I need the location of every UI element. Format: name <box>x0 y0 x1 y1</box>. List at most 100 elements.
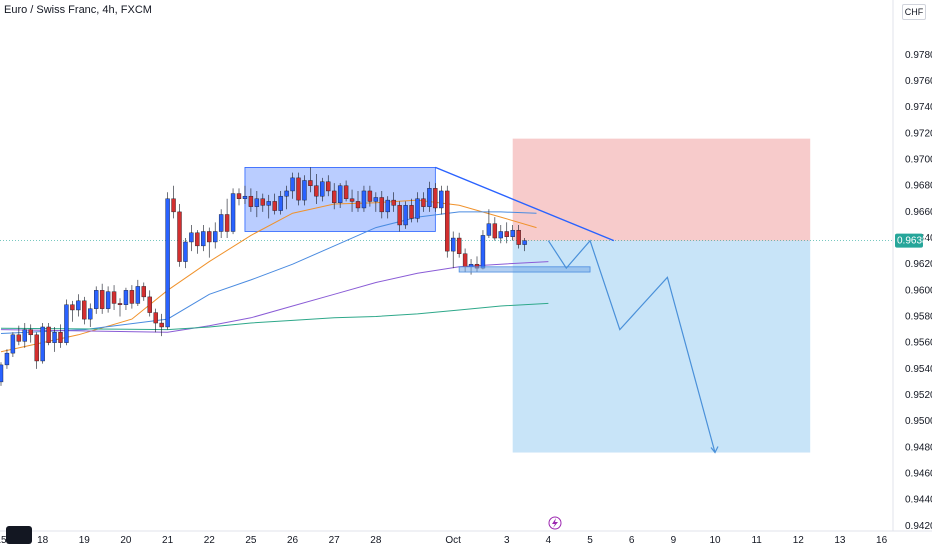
time-tick-label: 13 <box>834 535 846 546</box>
price-tick-label: 0.96200 <box>905 259 932 270</box>
candle-body <box>415 198 420 219</box>
price-tick-label: 0.95200 <box>905 390 932 401</box>
candle-body <box>201 231 206 247</box>
candle-body <box>409 205 414 219</box>
time-tick-label: 28 <box>370 535 382 546</box>
time-tick-label: 10 <box>709 535 721 546</box>
candle-body <box>129 290 135 304</box>
candle-body <box>111 291 117 304</box>
lightning-bolt-icon <box>552 518 558 528</box>
candle-body <box>183 241 188 262</box>
price-tick-label: 0.94800 <box>905 442 932 453</box>
candle-body <box>159 322 164 328</box>
candle-body <box>58 332 63 343</box>
candle-body <box>117 303 123 305</box>
candle-body <box>433 188 438 209</box>
take-profit-zone <box>512 240 811 453</box>
candle-body <box>254 198 260 207</box>
moving-averages-layer <box>0 199 549 353</box>
candle-body <box>308 180 313 186</box>
candle-body <box>46 326 51 343</box>
time-tick-label: Oct <box>445 535 461 546</box>
candle-body <box>165 198 170 328</box>
candle-body <box>105 291 111 309</box>
candle-body <box>343 185 349 199</box>
candle-body <box>337 185 343 203</box>
candle-body <box>320 181 325 197</box>
candle-body <box>189 232 194 243</box>
price-tick-label: 0.97000 <box>905 155 932 166</box>
time-tick-label: 19 <box>79 535 91 546</box>
candle-body <box>177 211 182 262</box>
candle-body <box>34 334 39 362</box>
time-tick-label: 26 <box>287 535 299 546</box>
price-tick-label: 0.97600 <box>905 76 932 87</box>
currency-selector[interactable]: CHF <box>902 4 926 20</box>
candle-body <box>480 235 486 269</box>
candle-body <box>153 312 158 324</box>
candle-body <box>266 201 271 206</box>
price-tick-label: 0.97200 <box>905 128 932 139</box>
time-tick-label: 21 <box>162 535 174 546</box>
descending-trendline <box>435 166 615 242</box>
candle-body <box>403 205 408 226</box>
candle-body <box>0 364 4 383</box>
candle-body <box>516 229 521 245</box>
candles-layer <box>0 167 527 386</box>
zones-layer <box>0 138 893 453</box>
price-tick-label: 0.94400 <box>905 495 932 506</box>
time-tick-label: 27 <box>329 535 341 546</box>
candle-body <box>28 329 33 336</box>
candle-body <box>22 329 27 342</box>
candle-body <box>510 229 515 237</box>
candle-body <box>326 181 331 192</box>
candle-body <box>296 177 301 201</box>
tradingview-logo-icon <box>6 526 32 544</box>
candle-body <box>76 300 81 311</box>
projection-path <box>547 239 716 453</box>
candle-body <box>88 308 93 320</box>
price-tick-label: 0.97400 <box>905 102 932 113</box>
candle-body <box>40 326 45 362</box>
candle-body <box>141 286 147 298</box>
price-tick-label: 0.94600 <box>905 468 932 479</box>
candle-body <box>218 214 224 232</box>
candle-body <box>147 296 152 313</box>
candle-body <box>242 195 248 199</box>
candle-body <box>504 231 509 237</box>
drawings-layer <box>435 166 719 454</box>
price-tick-label: 0.95000 <box>905 416 932 427</box>
price-tick-label: 0.95400 <box>905 364 932 375</box>
time-tick-label: 22 <box>204 535 216 546</box>
time-tick-label: 20 <box>120 535 132 546</box>
candle-body <box>498 231 503 239</box>
candle-body <box>522 240 527 245</box>
candle-body <box>260 198 265 206</box>
chart-title: Euro / Swiss Franc, 4h, FXCM <box>4 4 152 16</box>
time-tick-label: 15 <box>0 535 7 546</box>
moving-average-line-1 <box>0 199 537 353</box>
candle-body <box>355 201 361 209</box>
candle-body <box>272 201 277 211</box>
price-tick-label: 0.97800 <box>905 50 932 61</box>
candle-body <box>93 290 99 309</box>
candle-body <box>302 180 307 201</box>
support-box <box>458 266 591 273</box>
candle-body <box>421 198 426 207</box>
price-tick-label: 0.96600 <box>905 207 932 218</box>
time-tick-label: 9 <box>671 535 677 546</box>
time-tick-label: 16 <box>876 535 888 546</box>
candle-body <box>230 193 236 232</box>
price-tick-label: 0.95800 <box>905 312 932 323</box>
price-tick-label: 0.94200 <box>905 521 932 532</box>
projection-arrowhead <box>710 446 719 454</box>
price-tick-label: 0.96800 <box>905 181 932 192</box>
lightning-event-icon <box>548 516 562 530</box>
moving-average-line-4 <box>0 302 549 331</box>
candle-body <box>427 188 432 207</box>
candle-body <box>397 205 402 226</box>
candle-body <box>10 334 16 354</box>
candle-body <box>82 300 87 320</box>
time-tick-label: 18 <box>37 535 49 546</box>
